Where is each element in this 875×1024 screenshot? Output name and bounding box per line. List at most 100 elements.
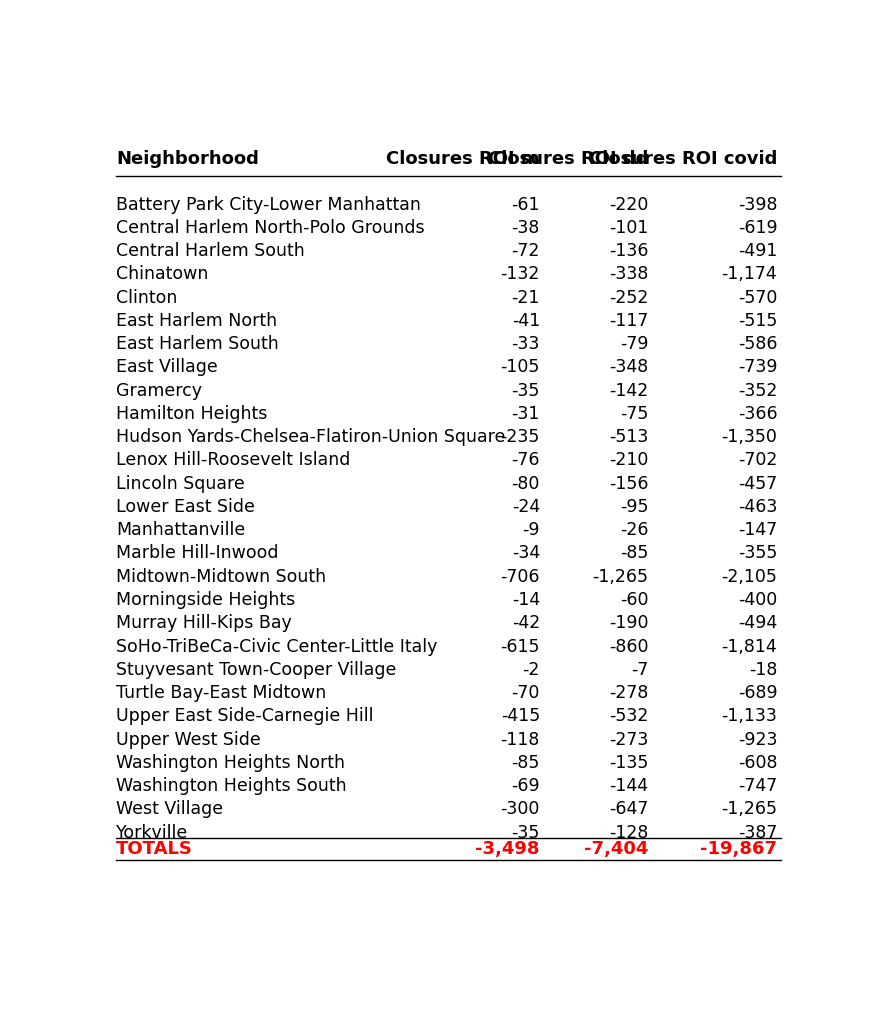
Text: -252: -252 xyxy=(609,289,648,306)
Text: -366: -366 xyxy=(738,404,777,423)
Text: Midtown-Midtown South: Midtown-Midtown South xyxy=(116,567,326,586)
Text: -1,814: -1,814 xyxy=(722,638,777,655)
Text: -220: -220 xyxy=(609,196,648,214)
Text: -1,265: -1,265 xyxy=(721,801,777,818)
Text: -2: -2 xyxy=(522,660,540,679)
Text: Battery Park City-Lower Manhattan: Battery Park City-Lower Manhattan xyxy=(116,196,421,214)
Text: -144: -144 xyxy=(609,777,648,795)
Text: East Harlem South: East Harlem South xyxy=(116,335,279,353)
Text: -69: -69 xyxy=(511,777,540,795)
Text: -689: -689 xyxy=(738,684,777,702)
Text: -105: -105 xyxy=(500,358,540,377)
Text: West Village: West Village xyxy=(116,801,223,818)
Text: Clinton: Clinton xyxy=(116,289,178,306)
Text: East Village: East Village xyxy=(116,358,218,377)
Text: -80: -80 xyxy=(512,475,540,493)
Text: Lenox Hill-Roosevelt Island: Lenox Hill-Roosevelt Island xyxy=(116,452,351,469)
Text: -76: -76 xyxy=(512,452,540,469)
Text: -586: -586 xyxy=(738,335,777,353)
Text: SoHo-TriBeCa-Civic Center-Little Italy: SoHo-TriBeCa-Civic Center-Little Italy xyxy=(116,638,438,655)
Text: -101: -101 xyxy=(609,219,648,237)
Text: -38: -38 xyxy=(512,219,540,237)
Text: -60: -60 xyxy=(620,591,648,609)
Text: -7: -7 xyxy=(631,660,648,679)
Text: Turtle Bay-East Midtown: Turtle Bay-East Midtown xyxy=(116,684,326,702)
Text: Washington Heights North: Washington Heights North xyxy=(116,754,345,772)
Text: -615: -615 xyxy=(500,638,540,655)
Text: Chinatown: Chinatown xyxy=(116,265,208,284)
Text: -739: -739 xyxy=(738,358,777,377)
Text: -79: -79 xyxy=(620,335,648,353)
Text: Closures ROI m: Closures ROI m xyxy=(387,151,540,169)
Text: -278: -278 xyxy=(609,684,648,702)
Text: Upper East Side-Carnegie Hill: Upper East Side-Carnegie Hill xyxy=(116,708,374,725)
Text: -1,133: -1,133 xyxy=(722,708,777,725)
Text: -24: -24 xyxy=(512,498,540,516)
Text: Upper West Side: Upper West Side xyxy=(116,730,261,749)
Text: -355: -355 xyxy=(738,545,777,562)
Text: Closures ROI dd: Closures ROI dd xyxy=(488,151,648,169)
Text: -494: -494 xyxy=(738,614,777,632)
Text: -156: -156 xyxy=(609,475,648,493)
Text: -142: -142 xyxy=(609,382,648,399)
Text: -398: -398 xyxy=(738,196,777,214)
Text: -33: -33 xyxy=(512,335,540,353)
Text: -75: -75 xyxy=(620,404,648,423)
Text: -647: -647 xyxy=(609,801,648,818)
Text: -210: -210 xyxy=(609,452,648,469)
Text: -300: -300 xyxy=(500,801,540,818)
Text: Murray Hill-Kips Bay: Murray Hill-Kips Bay xyxy=(116,614,292,632)
Text: -85: -85 xyxy=(512,754,540,772)
Text: -117: -117 xyxy=(609,312,648,330)
Text: -128: -128 xyxy=(609,823,648,842)
Text: -860: -860 xyxy=(609,638,648,655)
Text: -42: -42 xyxy=(512,614,540,632)
Text: Neighborhood: Neighborhood xyxy=(116,151,259,169)
Text: -41: -41 xyxy=(512,312,540,330)
Text: -135: -135 xyxy=(609,754,648,772)
Text: -608: -608 xyxy=(738,754,777,772)
Text: -61: -61 xyxy=(512,196,540,214)
Text: -21: -21 xyxy=(512,289,540,306)
Text: Central Harlem South: Central Harlem South xyxy=(116,242,304,260)
Text: Yorkville: Yorkville xyxy=(116,823,188,842)
Text: -273: -273 xyxy=(609,730,648,749)
Text: Hudson Yards-Chelsea-Flatiron-Union Square: Hudson Yards-Chelsea-Flatiron-Union Squa… xyxy=(116,428,506,446)
Text: -34: -34 xyxy=(512,545,540,562)
Text: East Harlem North: East Harlem North xyxy=(116,312,277,330)
Text: -570: -570 xyxy=(738,289,777,306)
Text: -2,105: -2,105 xyxy=(722,567,777,586)
Text: -491: -491 xyxy=(738,242,777,260)
Text: Closures ROI covid: Closures ROI covid xyxy=(589,151,777,169)
Text: -387: -387 xyxy=(738,823,777,842)
Text: -95: -95 xyxy=(620,498,648,516)
Text: TOTALS: TOTALS xyxy=(116,840,193,858)
Text: -1,174: -1,174 xyxy=(722,265,777,284)
Text: -7,404: -7,404 xyxy=(584,840,648,858)
Text: Marble Hill-Inwood: Marble Hill-Inwood xyxy=(116,545,278,562)
Text: -747: -747 xyxy=(738,777,777,795)
Text: -400: -400 xyxy=(738,591,777,609)
Text: -348: -348 xyxy=(609,358,648,377)
Text: -31: -31 xyxy=(512,404,540,423)
Text: -532: -532 xyxy=(609,708,648,725)
Text: -132: -132 xyxy=(500,265,540,284)
Text: -70: -70 xyxy=(512,684,540,702)
Text: -14: -14 xyxy=(512,591,540,609)
Text: -515: -515 xyxy=(738,312,777,330)
Text: -26: -26 xyxy=(620,521,648,540)
Text: -136: -136 xyxy=(609,242,648,260)
Text: -702: -702 xyxy=(738,452,777,469)
Text: -352: -352 xyxy=(738,382,777,399)
Text: -338: -338 xyxy=(609,265,648,284)
Text: -35: -35 xyxy=(512,823,540,842)
Text: -463: -463 xyxy=(738,498,777,516)
Text: Hamilton Heights: Hamilton Heights xyxy=(116,404,268,423)
Text: -1,350: -1,350 xyxy=(722,428,777,446)
Text: -190: -190 xyxy=(609,614,648,632)
Text: -706: -706 xyxy=(500,567,540,586)
Text: Gramercy: Gramercy xyxy=(116,382,202,399)
Text: Morningside Heights: Morningside Heights xyxy=(116,591,296,609)
Text: -9: -9 xyxy=(522,521,540,540)
Text: -35: -35 xyxy=(512,382,540,399)
